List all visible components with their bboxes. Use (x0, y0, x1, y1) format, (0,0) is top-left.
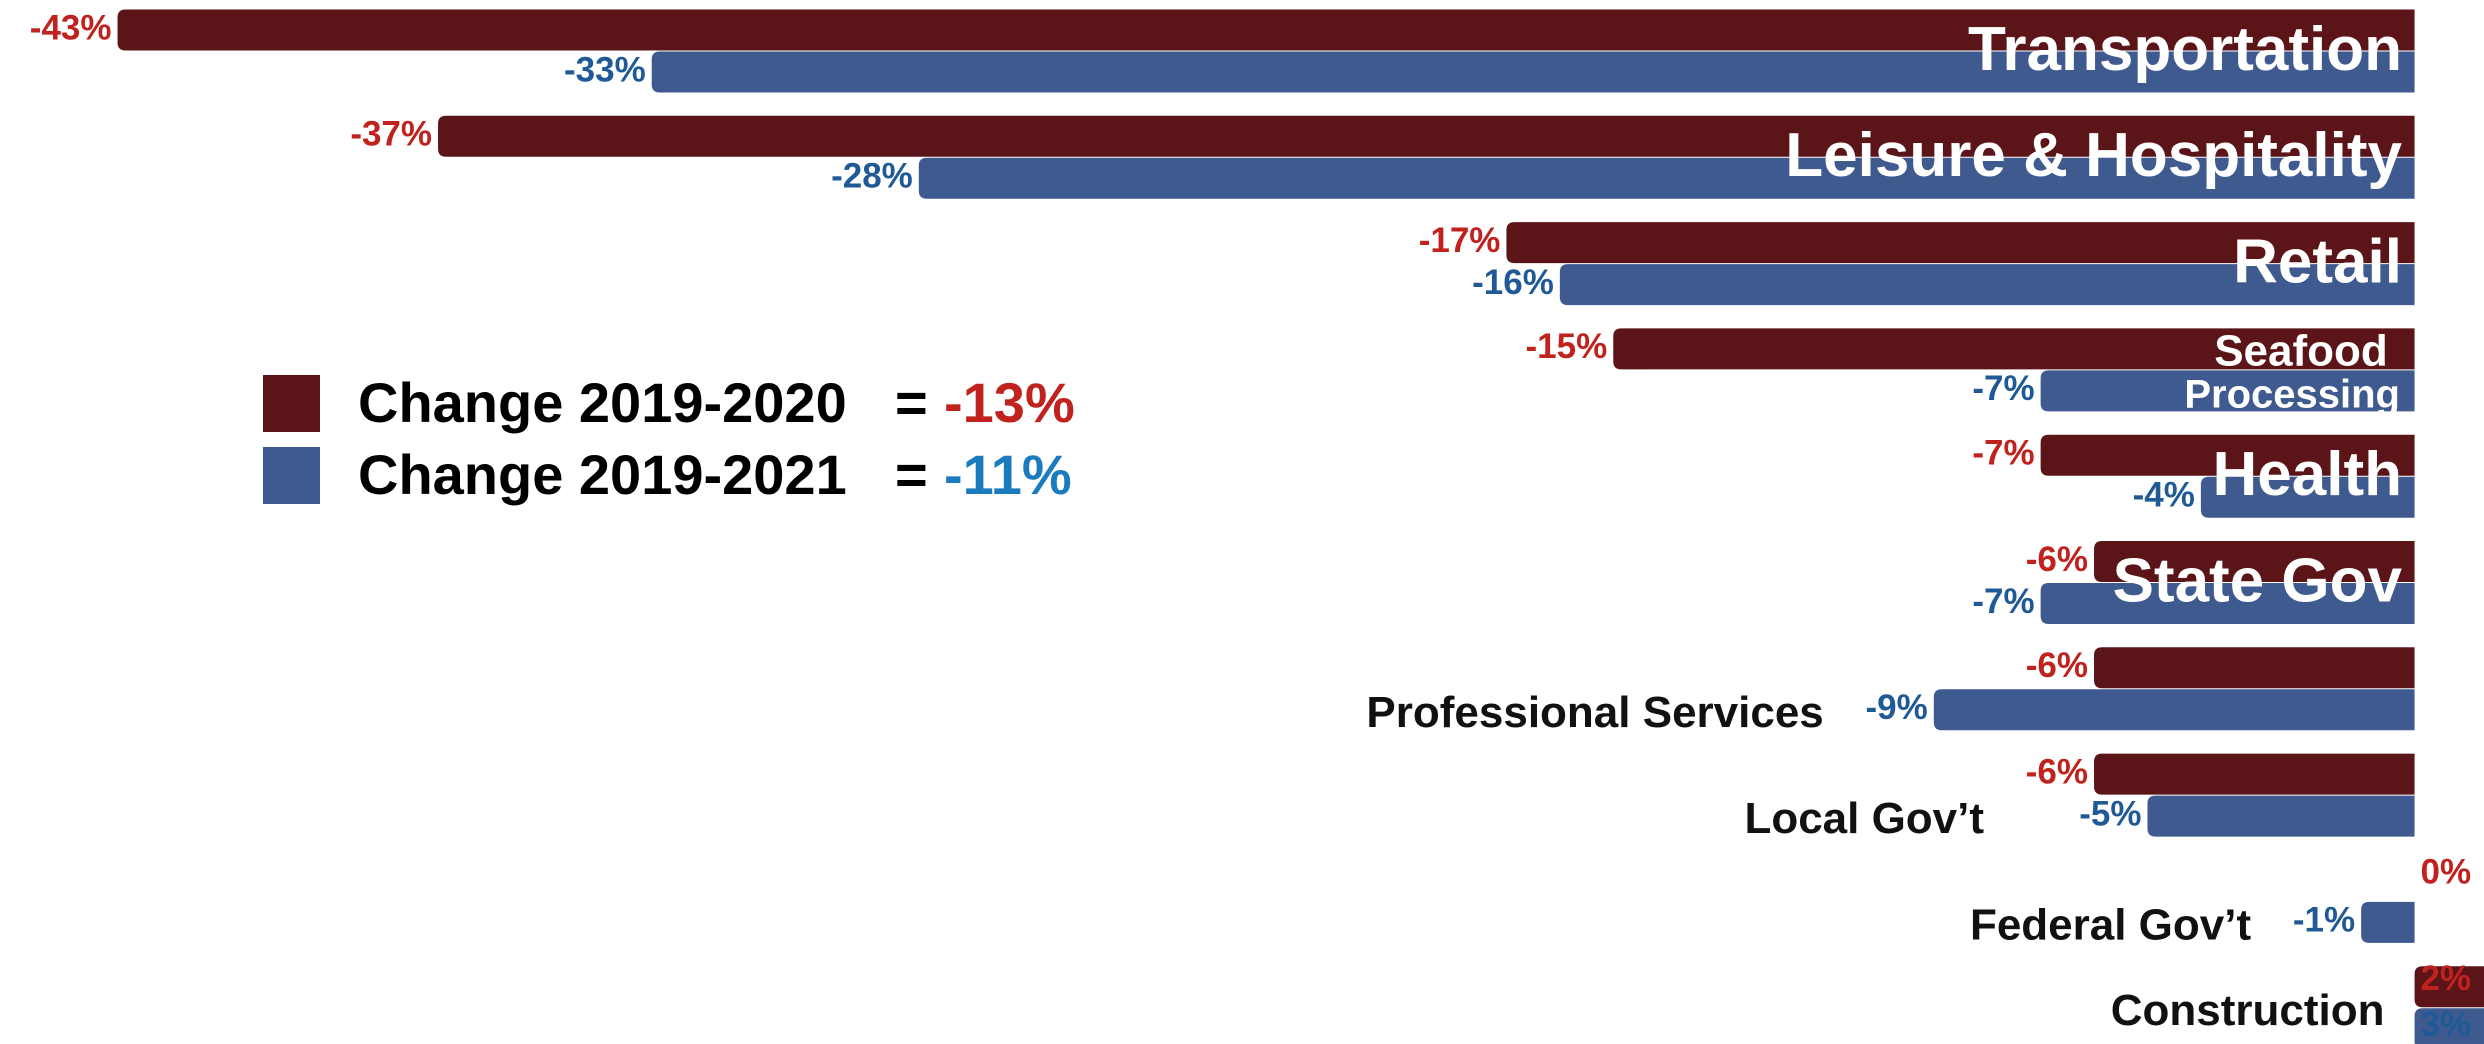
bar (1506, 222, 2415, 264)
category-label-line: Processing (2184, 372, 2400, 416)
bar (2040, 434, 2415, 476)
bar (2094, 647, 2415, 689)
value-label: -28% (831, 157, 913, 196)
category-label: Federal Gov’t (1970, 901, 2252, 950)
bar (2147, 795, 2415, 837)
category-label: Health (2213, 440, 2402, 509)
value-label: -15% (1526, 327, 1608, 366)
bar (2040, 370, 2415, 412)
value-label: -7% (1972, 582, 2034, 621)
value-label: -9% (1866, 688, 1928, 727)
value-label: -4% (2133, 475, 2195, 514)
legend-swatch (263, 447, 320, 504)
value-label: 3% (2421, 1005, 2472, 1044)
legend-swatch (263, 375, 320, 432)
bar (2361, 901, 2415, 943)
category-label: Seafood Processing (2184, 326, 2400, 416)
value-label: -43% (30, 8, 112, 47)
bar (1559, 264, 2415, 306)
bar (117, 9, 2415, 51)
category-label: Transportation (1968, 15, 2402, 84)
bar (2414, 1008, 2484, 1044)
bar (2094, 541, 2415, 582)
category-label: State Gov (2113, 546, 2403, 615)
legend-total: -11% (944, 443, 1072, 506)
bar (2414, 966, 2484, 1008)
category-label: Local Gov’t (1744, 794, 1984, 843)
value-label: -17% (1419, 221, 1501, 260)
legend-separator: = (895, 443, 928, 506)
category-label: Retail (2233, 227, 2402, 296)
bar (651, 51, 2415, 93)
category-label: Professional Services (1366, 688, 1823, 737)
category-label: Construction (2111, 986, 2385, 1035)
category-label-line: Seafood (2214, 326, 2400, 375)
bar (2200, 476, 2415, 518)
value-label: -5% (2079, 794, 2141, 833)
value-label: -33% (564, 50, 646, 89)
value-label: 2% (2421, 959, 2472, 998)
legend-separator: = (895, 371, 928, 434)
value-label: -16% (1472, 263, 1554, 302)
legend-label: Change 2019-2021 (358, 443, 847, 506)
bar (1933, 689, 2415, 731)
bar (1613, 328, 2415, 370)
bar (2040, 583, 2415, 624)
value-label: -7% (1972, 369, 2034, 408)
bar (918, 157, 2415, 199)
value-label: -37% (350, 115, 432, 154)
value-label: -7% (1972, 433, 2034, 472)
legend-label: Change 2019-2020 (358, 371, 847, 434)
value-label: -6% (2026, 540, 2088, 579)
category-label: Leisure & Hospitality (1785, 121, 2402, 190)
value-label: 0% (2421, 853, 2472, 892)
legend-total: -13% (944, 371, 1075, 434)
bar (438, 115, 2415, 157)
value-label: -6% (2026, 752, 2088, 791)
bar (2094, 753, 2415, 795)
value-label: -6% (2026, 646, 2088, 685)
value-label: -1% (2293, 901, 2355, 940)
